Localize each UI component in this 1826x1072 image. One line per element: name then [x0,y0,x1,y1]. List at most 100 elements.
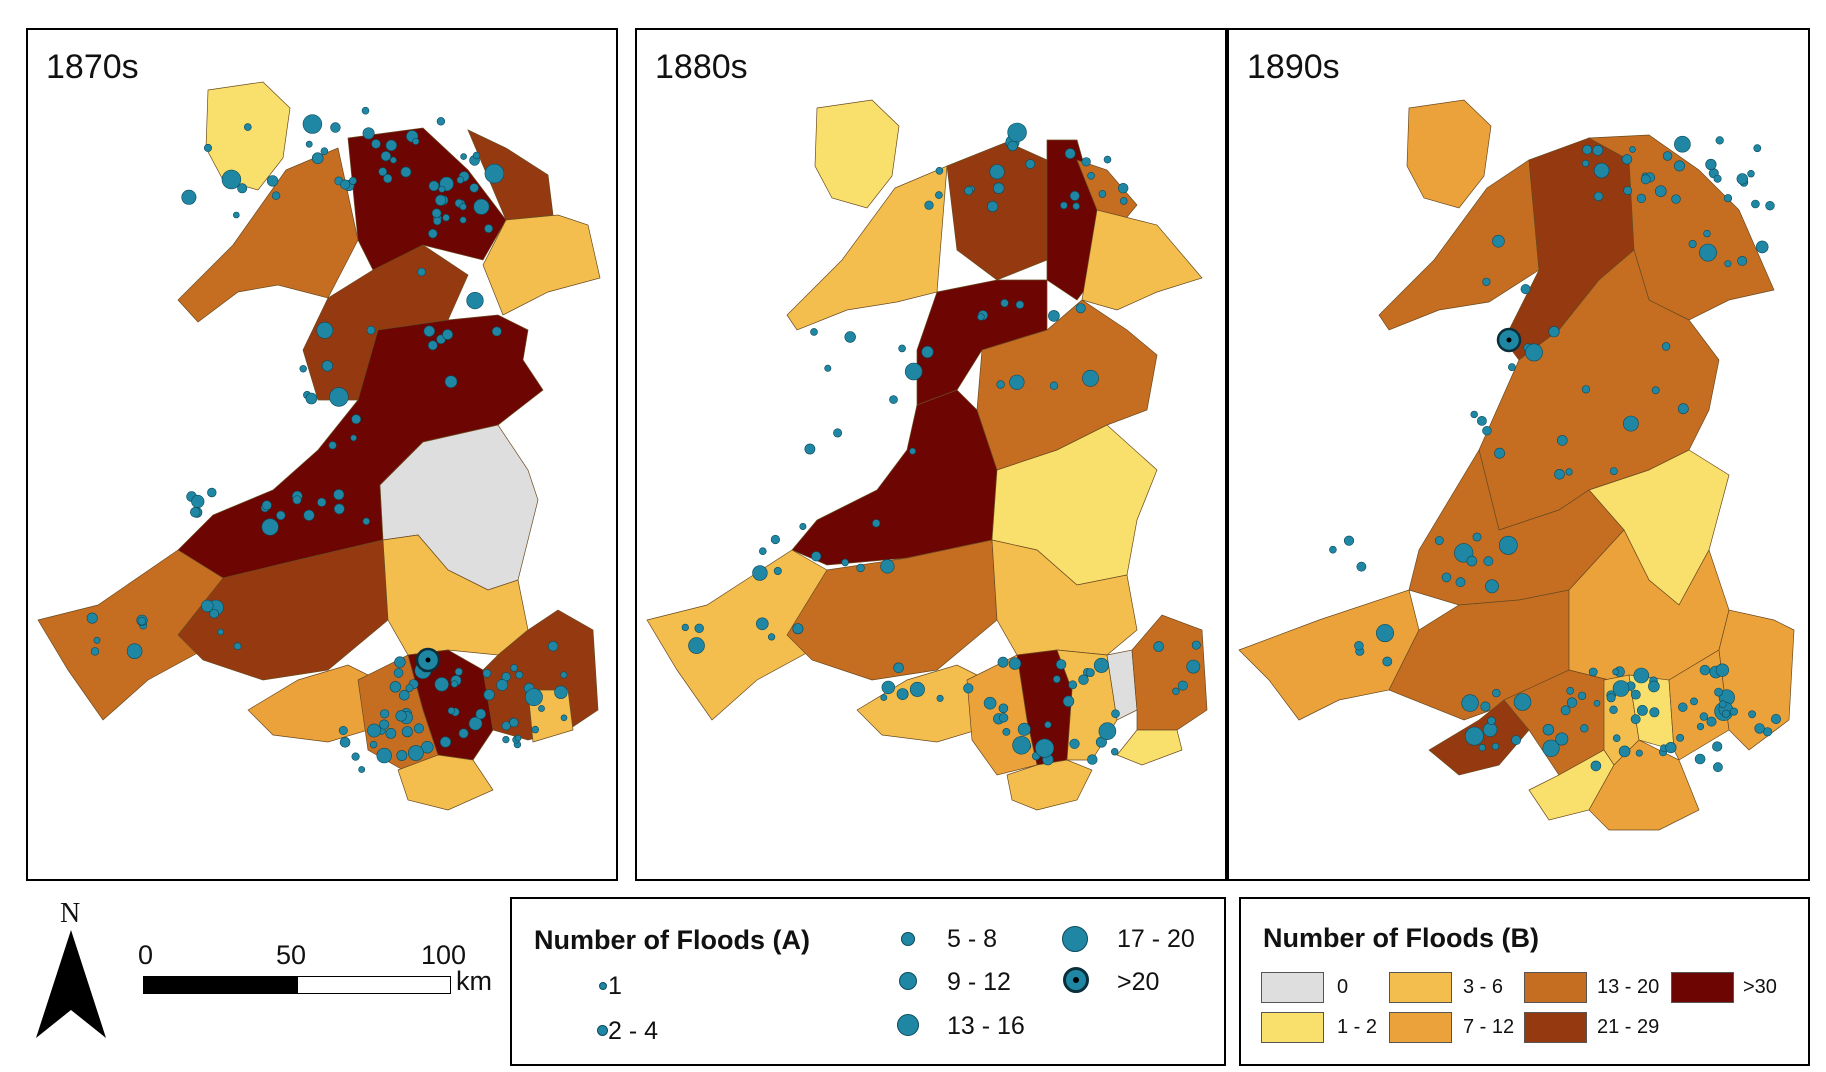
flood-point [811,551,822,562]
legend-points-label: 5 - 8 [947,925,998,953]
flood-point [1472,532,1482,542]
legend-points-title: Number of Floods (A) [534,925,810,955]
flood-point [276,510,286,521]
flood-point [311,152,324,164]
flood-point [1492,688,1501,698]
flood-point [1588,667,1598,677]
flood-point [459,203,467,211]
flood-point [1566,697,1578,708]
flood-point [367,723,381,738]
flood-point [1118,183,1129,194]
flood-point [393,668,404,678]
flood-point [1593,162,1610,179]
flood-point [909,681,925,697]
swatch-label: 7 - 12 [1463,1016,1515,1038]
flood-point [320,147,329,155]
region-pembroke [1238,589,1420,721]
flood-point [366,325,376,335]
flood-point [460,153,467,160]
flood-point [1662,151,1673,161]
flood-point [1580,724,1589,733]
flood-point [385,728,397,739]
flood-point [1582,159,1590,167]
flood-point [1466,555,1478,567]
flood-point [458,728,469,739]
flood-point [316,321,334,339]
flood-point [1713,174,1722,183]
flood-point [371,139,381,149]
flood-point [1513,693,1532,711]
flood-point [1747,170,1755,178]
flood-point [362,127,375,140]
legend-points-label: 1 [608,972,622,1000]
flood-point [514,734,522,742]
flood-point [1593,699,1601,707]
flood-point [1723,194,1733,203]
decade-label: 1890s [1247,48,1340,86]
swatch-0 [1261,972,1324,1003]
flood-point [1635,749,1643,757]
flood-point [824,364,832,372]
flood-point [302,114,323,134]
flood-point [217,628,224,636]
flood-point [1492,234,1505,248]
flood-point [538,705,545,712]
flood-point [1491,742,1500,751]
flood-point [380,709,390,719]
flood-point [1677,403,1689,415]
flood-point [447,707,456,715]
flood-point [856,563,865,573]
flood-point [1376,624,1395,643]
scale-tick-100: 100 [421,940,467,970]
flood-point [428,180,440,192]
flood-point [759,547,767,556]
flood-point [207,487,217,498]
flood-point [1554,468,1565,480]
flood-point [1494,447,1505,459]
flood-point [444,375,458,389]
flood-point [1055,659,1067,670]
flood-point [466,292,484,310]
flood-point [1081,157,1091,167]
flood-point [434,677,449,692]
flood-point [998,713,1009,723]
flood-point [1755,240,1769,254]
flood-point [1035,738,1055,758]
flood-point [435,194,447,206]
flood-point [1476,415,1487,426]
flood-point [423,325,435,337]
flood-point [810,328,818,336]
flood-point [1482,277,1491,286]
flood-point [1678,702,1688,712]
flood-point [1612,680,1630,697]
flood-point [509,717,519,728]
flood-point-center-dot [1506,337,1512,343]
flood-point [244,123,252,131]
flood-point [456,176,464,184]
flood-point [681,623,689,632]
flood-point [209,608,219,619]
flood-point [935,167,944,175]
flood-point [833,428,843,438]
flood-point [1343,535,1355,546]
point-size-3-icon [901,932,915,946]
region-flint [1587,134,1775,321]
flood-point [1111,747,1119,756]
flood-point [181,189,197,205]
flood-point [1715,136,1724,145]
flood-point [237,183,248,194]
region-vale [1006,759,1093,811]
flood-point [1612,668,1620,676]
flood-point [1560,705,1571,716]
flood-point [1525,343,1543,362]
flood-point [1464,726,1484,746]
region-anglesey [814,99,900,209]
flood-point [983,696,997,710]
flood-point [1593,191,1604,202]
flood-point [401,726,413,738]
region-flint-east [482,214,601,316]
flood-point [1064,148,1076,159]
flood-point [1025,159,1036,169]
flood-point [1676,734,1684,742]
flood-point [1007,122,1027,143]
